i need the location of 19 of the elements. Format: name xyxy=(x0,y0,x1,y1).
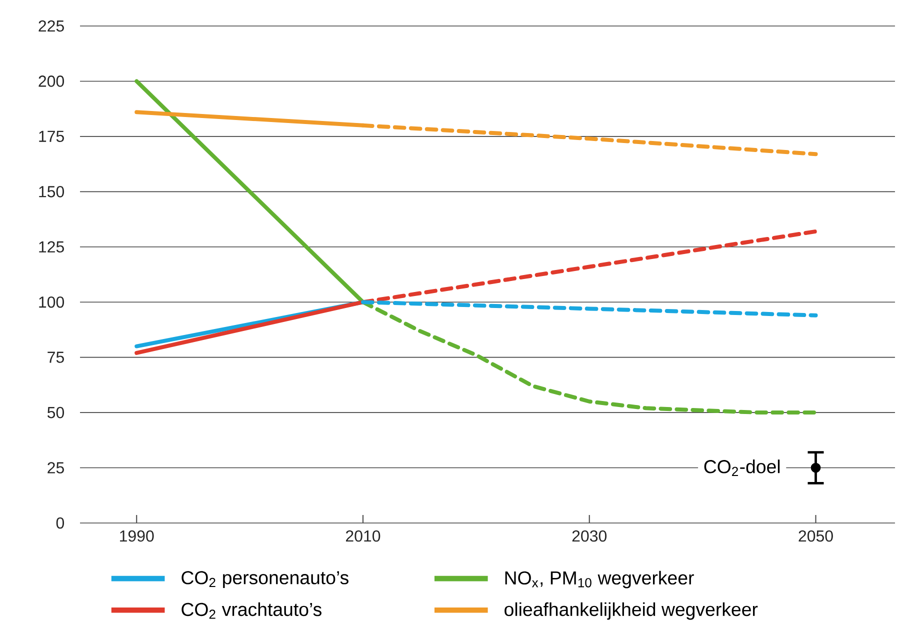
y-tick-label: 25 xyxy=(48,462,64,474)
x-tick-label: 1990 xyxy=(120,530,154,542)
x-tick-label: 2030 xyxy=(572,530,607,542)
series-label: CO$_{2}$-doel xyxy=(704,460,780,476)
legend-label: CO$_{2}$ personenauto’s xyxy=(182,571,348,588)
y-tick-label: 50 xyxy=(47,406,64,418)
legend-label: CO$_{2}$ vrachtauto’s xyxy=(182,602,322,619)
y-tick-label: 75 xyxy=(48,352,64,363)
y-tick-label: 200 xyxy=(38,76,64,87)
y-tick-label: 0 xyxy=(56,517,64,529)
x-tick-label: 2050 xyxy=(798,530,833,542)
y-tick-label: 100 xyxy=(39,296,64,308)
y-tick-label: 150 xyxy=(39,186,64,198)
legend-label: olieafhankelijkheid wegverkeer xyxy=(504,602,758,620)
legend-label: NO$_{x}$, PM$_{10}$ wegverkeer xyxy=(505,570,694,588)
y-tick-label: 225 xyxy=(38,20,64,32)
y-tick-label: 175 xyxy=(39,130,64,142)
y-tick-label: 125 xyxy=(39,241,64,253)
x-tick-label: 2010 xyxy=(346,530,380,542)
